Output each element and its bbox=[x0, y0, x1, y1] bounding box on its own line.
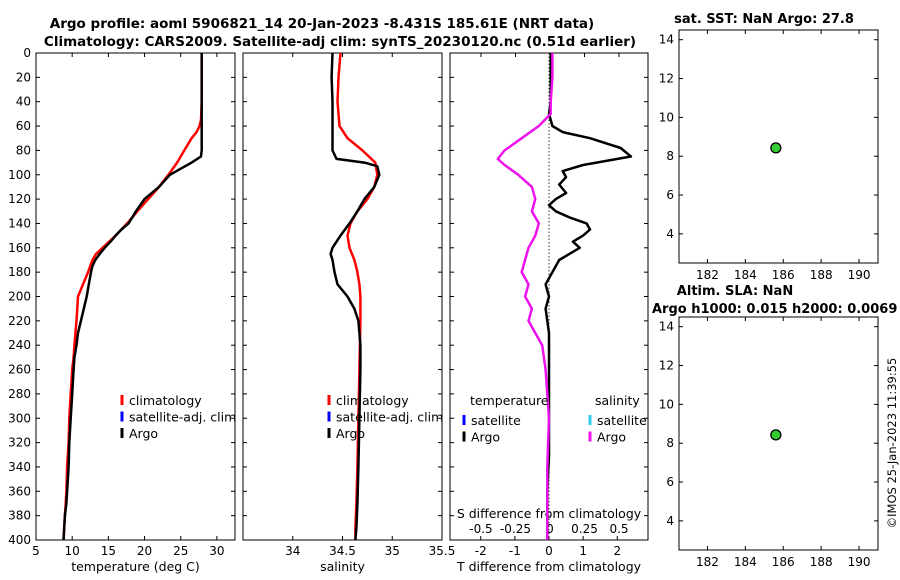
depth-tick-label: 280 bbox=[8, 387, 31, 401]
figure-title-line1: Argo profile: aoml 5906821_14 20-Jan-202… bbox=[50, 16, 594, 32]
temperature-xtick-label: 15 bbox=[101, 544, 116, 558]
diff-s-tick-label: 0.5 bbox=[609, 522, 628, 536]
depth-tick-label: 80 bbox=[16, 143, 31, 157]
sst-map-ytick-label: 6 bbox=[666, 188, 674, 202]
depth-tick-label: 220 bbox=[8, 314, 31, 328]
sla-map-subtitle: Argo h1000: 0.015 h2000: 0.0069 bbox=[652, 302, 897, 317]
salinity-xtick-label: 34.5 bbox=[329, 544, 356, 558]
temperature-legend-label: satellite-adj. clim bbox=[129, 410, 236, 425]
depth-tick-label: 20 bbox=[16, 70, 31, 84]
salinity-series-argo bbox=[329, 52, 381, 541]
difference-series-s-argo bbox=[496, 53, 554, 540]
sst-map-ytick-label: 4 bbox=[666, 227, 674, 241]
sla-map-xtick-label: 190 bbox=[848, 555, 871, 569]
sst-map-argo-point bbox=[770, 142, 782, 154]
sst-map-ytick-label: 14 bbox=[659, 33, 674, 47]
depth-tick-label: 60 bbox=[16, 119, 31, 133]
depth-tick-label: 360 bbox=[8, 484, 31, 498]
depth-tick-label: 140 bbox=[8, 216, 31, 230]
depth-tick-label: 160 bbox=[8, 241, 31, 255]
diff-legend-label: satellite bbox=[471, 413, 521, 428]
sst-map-ytick-label: 10 bbox=[659, 110, 674, 124]
diff-legend-label: satellite bbox=[597, 413, 647, 428]
temperature-legend-label: climatology bbox=[129, 393, 202, 408]
sla-map-ytick-label: 14 bbox=[659, 320, 674, 334]
depth-tick-label: 380 bbox=[8, 509, 31, 523]
temperature-series-climatology bbox=[62, 53, 203, 541]
diff-legend-label: Argo bbox=[597, 430, 626, 445]
diff-t-tick-label: -2 bbox=[475, 544, 487, 558]
diff-t-tick-label: 0 bbox=[545, 544, 553, 558]
diff-s-tick-label: 0.25 bbox=[571, 522, 598, 536]
salinity-legend-label: satellite-adj. clim bbox=[336, 410, 443, 425]
diff-xlabel: T difference from climatology bbox=[456, 559, 642, 574]
difference-series-t-argo bbox=[544, 53, 633, 540]
sst-map-xtick-label: 190 bbox=[848, 268, 871, 282]
temperature-series-argo bbox=[62, 53, 203, 541]
depth-tick-label: 180 bbox=[8, 265, 31, 279]
diff-s-tick-label: -0.5 bbox=[469, 522, 492, 536]
diff-legend-temp-header: temperature bbox=[470, 393, 549, 408]
sla-map-xtick-label: 184 bbox=[734, 555, 757, 569]
depth-tick-label: 340 bbox=[8, 460, 31, 474]
sla-map-ytick-label: 4 bbox=[666, 514, 674, 528]
temperature-xtick-label: 25 bbox=[173, 544, 188, 558]
temperature-xtick-label: 5 bbox=[32, 544, 40, 558]
sla-map-title: Altim. SLA: NaN bbox=[677, 284, 793, 299]
sla-map-argo-point bbox=[770, 429, 782, 441]
diff-legend-sal-header: salinity bbox=[595, 393, 640, 408]
sla-map-xtick-label: 182 bbox=[696, 555, 719, 569]
diff-xlabel-top: S difference from climatology bbox=[457, 506, 642, 521]
depth-tick-label: 200 bbox=[8, 290, 31, 304]
diff-legend-label: Argo bbox=[471, 430, 500, 445]
salinity-xtick-label: 34 bbox=[285, 544, 300, 558]
depth-tick-label: 240 bbox=[8, 338, 31, 352]
temperature-xtick-label: 30 bbox=[209, 544, 224, 558]
salinity-xtick-label: 35.5 bbox=[429, 544, 456, 558]
temperature-xlabel: temperature (deg C) bbox=[71, 559, 200, 574]
salinity-legend-label: Argo bbox=[336, 426, 365, 441]
sla-map-xtick-label: 188 bbox=[810, 555, 833, 569]
sla-map-ytick-label: 8 bbox=[666, 436, 674, 450]
sst-map-title: sat. SST: NaN Argo: 27.8 bbox=[674, 12, 854, 27]
temperature-xtick-label: 20 bbox=[137, 544, 152, 558]
depth-tick-label: 0 bbox=[23, 46, 31, 60]
sla-map-ytick-label: 10 bbox=[659, 397, 674, 411]
salinity-axes-box bbox=[242, 52, 443, 541]
depth-tick-label: 40 bbox=[16, 95, 31, 109]
salinity-xtick-label: 35 bbox=[385, 544, 400, 558]
sla-map-axes-box bbox=[678, 316, 879, 551]
watermark: ©IMOS 25-Jan-2023 11:39:55 bbox=[885, 358, 899, 529]
sla-map-xtick-label: 186 bbox=[772, 555, 795, 569]
depth-tick-label: 100 bbox=[8, 168, 31, 182]
sst-map-axes-box bbox=[678, 29, 879, 264]
depth-tick-label: 400 bbox=[8, 533, 31, 547]
diff-t-tick-label: 2 bbox=[613, 544, 621, 558]
sst-map-xtick-label: 184 bbox=[734, 268, 757, 282]
salinity-legend-label: climatology bbox=[336, 393, 409, 408]
depth-tick-label: 260 bbox=[8, 363, 31, 377]
depth-tick-label: 300 bbox=[8, 411, 31, 425]
diff-s-tick-label: 0 bbox=[546, 522, 554, 536]
sla-map-ytick-label: 12 bbox=[659, 359, 674, 373]
sla-map-ytick-label: 6 bbox=[666, 475, 674, 489]
sst-map-xtick-label: 186 bbox=[772, 268, 795, 282]
temperature-legend-label: Argo bbox=[129, 426, 158, 441]
depth-tick-label: 320 bbox=[8, 436, 31, 450]
diff-s-tick-label: -0.25 bbox=[500, 522, 531, 536]
sst-map-ytick-label: 8 bbox=[666, 149, 674, 163]
depth-tick-label: 120 bbox=[8, 192, 31, 206]
sst-map-xtick-label: 188 bbox=[810, 268, 833, 282]
diff-t-tick-label: -1 bbox=[509, 544, 521, 558]
salinity-xlabel: salinity bbox=[320, 559, 365, 574]
temperature-xtick-label: 10 bbox=[65, 544, 80, 558]
figure-title-line2: Climatology: CARS2009. Satellite-adj cli… bbox=[44, 34, 636, 50]
diff-t-tick-label: 1 bbox=[579, 544, 587, 558]
sst-map-xtick-label: 182 bbox=[696, 268, 719, 282]
sst-map-ytick-label: 12 bbox=[659, 72, 674, 86]
